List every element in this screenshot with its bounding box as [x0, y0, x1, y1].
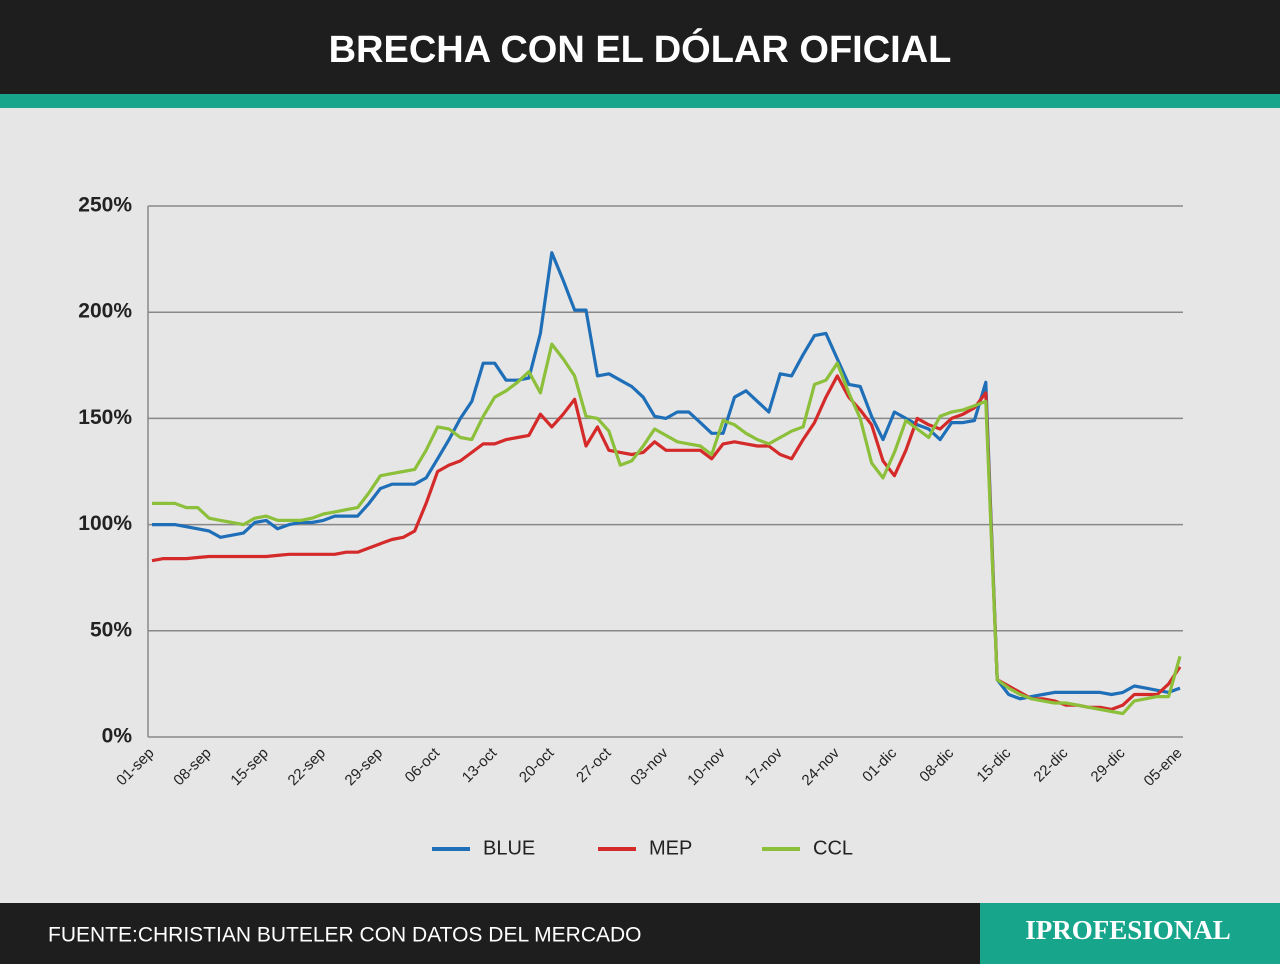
series-line	[152, 251, 1181, 701]
y-tick-label: 0%	[102, 725, 133, 748]
legend-label: CCL	[813, 837, 853, 859]
brand: IPROFESIONAL	[1025, 915, 1231, 945]
brand-box	[980, 903, 1280, 964]
chart-title: BRECHA CON EL DÓLAR OFICIAL	[329, 27, 952, 71]
source: FUENTE:CHRISTIAN BUTELER CON DATOS DEL M…	[48, 924, 642, 947]
y-tick-label: 200%	[78, 300, 132, 323]
legend-label: BLUE	[483, 837, 535, 859]
legend-label: MEP	[649, 837, 692, 859]
y-tick-label: 100%	[78, 512, 132, 535]
y-tick-label: 50%	[90, 618, 132, 641]
series-line	[152, 342, 1182, 716]
series-line	[151, 374, 1182, 711]
header-stripe	[0, 94, 1280, 108]
y-tick-label: 150%	[78, 406, 132, 429]
y-tick-label: 250%	[78, 194, 132, 217]
header-bar	[0, 0, 1280, 94]
